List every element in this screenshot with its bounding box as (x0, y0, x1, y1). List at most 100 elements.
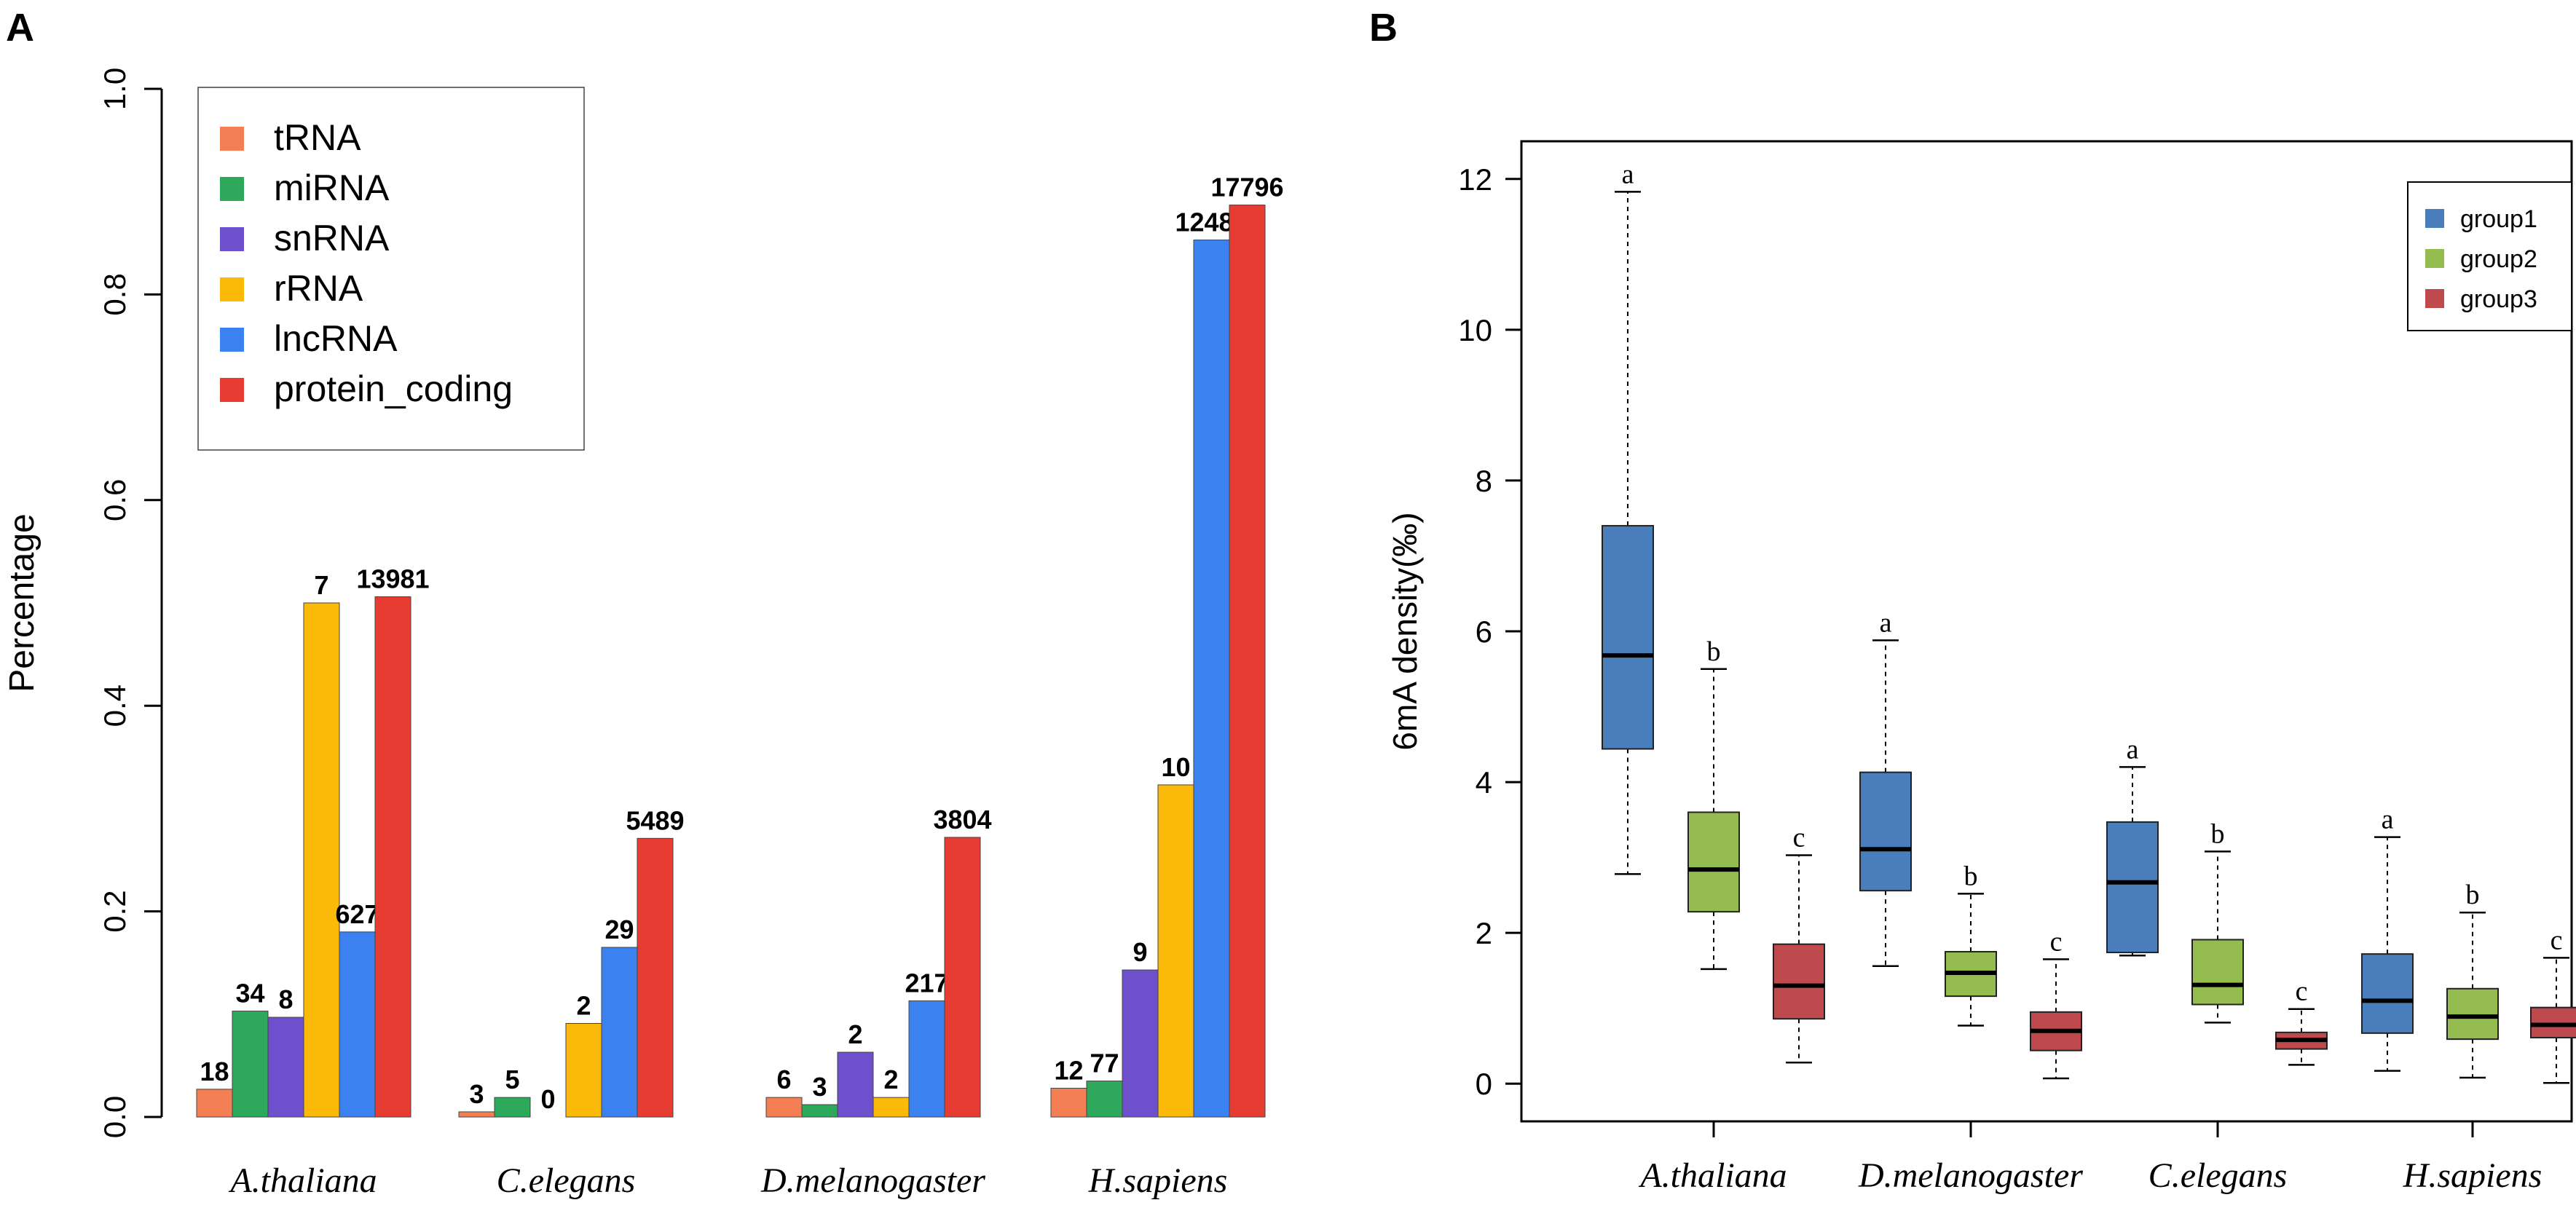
bar-value-label: 2 (883, 1065, 898, 1094)
bar (601, 947, 638, 1118)
x-category-label: D.melanogaster (1858, 1156, 2083, 1195)
bar (801, 1104, 838, 1118)
significance-letter: a (1880, 607, 1892, 638)
significance-letter: c (2551, 925, 2563, 955)
significance-letter: a (2127, 734, 2139, 765)
legend-label: miRNA (274, 167, 390, 208)
bar (196, 1089, 233, 1118)
x-category-label: A.thaliana (228, 1161, 377, 1200)
bar (374, 596, 411, 1118)
y-axis-title: Percentage (3, 513, 42, 692)
bar (339, 931, 376, 1118)
significance-letter: b (2466, 880, 2480, 910)
y-tick-label: 0.0 (98, 1096, 132, 1138)
bar-value-label: 77 (1090, 1049, 1119, 1078)
significance-letter: c (2050, 926, 2063, 957)
bar-value-label: 217 (905, 968, 948, 998)
bar (873, 1097, 910, 1118)
x-category-label: D.melanogaster (760, 1161, 985, 1200)
legend-label: lncRNA (274, 318, 398, 359)
bar-value-label: 6 (776, 1065, 791, 1094)
bar (1229, 205, 1266, 1118)
legend-swatch (220, 328, 244, 352)
bar (1050, 1087, 1087, 1118)
legend-label: group2 (2460, 245, 2537, 273)
bar-value-label: 3804 (933, 805, 991, 834)
bar (232, 1011, 269, 1118)
bar (637, 837, 674, 1118)
legend-label: protein_coding (274, 368, 513, 409)
y-tick-label: 0.8 (98, 273, 132, 315)
legend-label: tRNA (274, 117, 361, 158)
bar-value-label: 627 (335, 899, 379, 929)
x-category-label: A.thaliana (1638, 1156, 1787, 1195)
bar (1157, 784, 1194, 1118)
box (2530, 1006, 2576, 1039)
y-tick-label: 0.6 (98, 479, 132, 521)
bar-value-label: 9 (1133, 937, 1147, 967)
y-tick-label: 2 (1476, 916, 1492, 950)
bar-value-label: 2 (848, 1019, 862, 1049)
panel-label-b: B (1369, 6, 1398, 50)
box (2191, 939, 2244, 1006)
bar-value-label: 5489 (626, 805, 684, 835)
bar (1193, 240, 1230, 1118)
box (1602, 525, 1654, 750)
box (2446, 987, 2499, 1041)
legend-swatch (2425, 209, 2444, 228)
y-tick-label: 1.0 (98, 68, 132, 110)
bar-value-label: 7 (314, 570, 328, 600)
panel-label-a: A (6, 6, 34, 50)
legend-swatch (220, 378, 244, 402)
bar (458, 1111, 495, 1118)
box (1687, 811, 1740, 913)
y-tick-label: 0.4 (98, 684, 132, 727)
box (2106, 821, 2159, 954)
x-category-label: C.elegans (497, 1161, 636, 1200)
boxplot-chart: 0 2 4 6 8 10 12 6mA density(‰) a b c a b c a b c a b c A.tha… (1386, 140, 2576, 1195)
y-axis-title: 6mA density(‰) (1386, 512, 1424, 750)
bar (837, 1051, 874, 1118)
bar (1122, 969, 1159, 1118)
bar (908, 1000, 945, 1118)
legend-swatch (220, 177, 244, 201)
box (2361, 953, 2414, 1034)
bar-value-label: 8 (278, 984, 293, 1014)
bar (303, 602, 340, 1118)
bar-value-label: 3 (469, 1079, 484, 1109)
significance-letter: b (1707, 636, 1721, 667)
significance-letter: a (2382, 805, 2394, 835)
bar-value-label: 13981 (356, 564, 429, 594)
legend-swatch (2425, 289, 2444, 308)
legend-swatch (2425, 249, 2444, 268)
bar-value-label: 10 (1161, 752, 1190, 782)
bar (944, 837, 981, 1118)
bar (1086, 1081, 1123, 1118)
bar (267, 1016, 304, 1118)
x-category-label: H.sapiens (1088, 1161, 1228, 1200)
bar-value-label: 3 (812, 1072, 827, 1102)
bar-value-label: 18 (200, 1057, 229, 1086)
y-tick-label: 8 (1476, 464, 1492, 498)
y-tick-label: 4 (1476, 765, 1492, 800)
bar (494, 1097, 531, 1118)
legend-swatch (220, 127, 244, 151)
bar (765, 1097, 803, 1118)
bar (565, 1023, 602, 1118)
legend-label: group3 (2460, 285, 2537, 313)
bar-value-label: 2 (576, 991, 591, 1021)
bar-chart: 0.0 0.2 0.4 0.6 0.8 1.0 Percentage 18 34 8 7 627 139… (3, 68, 1284, 1200)
y-tick-label: 0.2 (98, 890, 132, 932)
box (1773, 943, 1825, 1020)
box (1859, 771, 1912, 892)
legend-label: rRNA (274, 268, 363, 309)
x-category-label: C.elegans (2148, 1156, 2288, 1195)
bar-value-label: 12 (1054, 1055, 1083, 1085)
legend-label: snRNA (274, 218, 390, 258)
y-tick-label: 10 (1458, 313, 1492, 347)
bar-value-label: 0 (540, 1084, 555, 1114)
significance-letter: b (1964, 861, 1978, 891)
significance-letter: c (1793, 823, 1805, 853)
significance-letter: b (2211, 818, 2225, 849)
